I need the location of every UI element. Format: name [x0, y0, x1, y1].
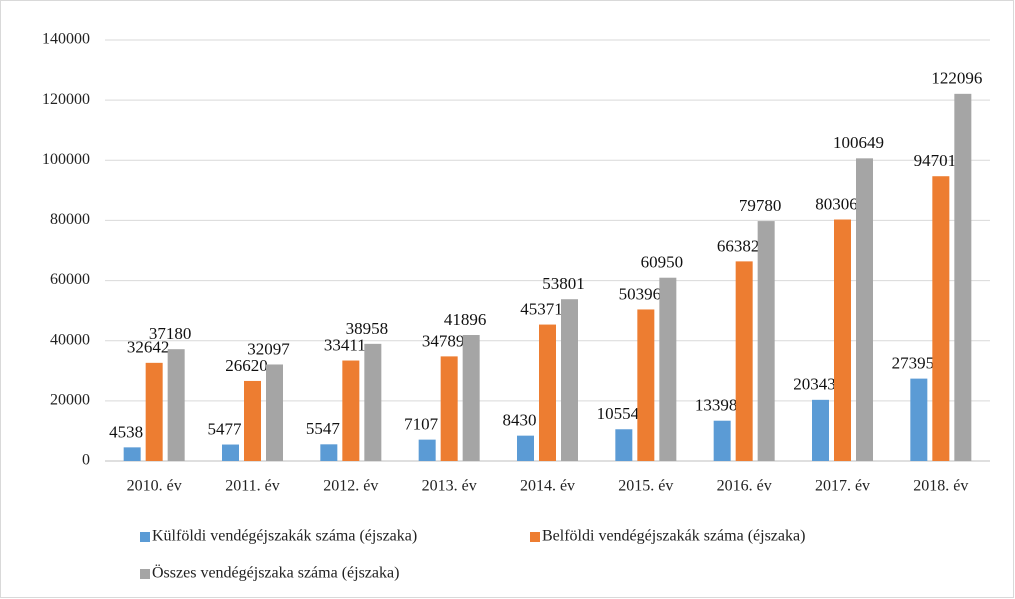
bar: [932, 176, 950, 461]
legend-swatch: [140, 569, 150, 579]
bar: [954, 93, 972, 462]
data-label: 60950: [641, 253, 684, 272]
bar: [418, 439, 436, 461]
bar: [539, 324, 556, 461]
data-label: 27395: [892, 354, 935, 373]
data-label: 26620: [225, 356, 268, 375]
data-label: 66382: [717, 236, 760, 255]
bar: [462, 335, 480, 461]
bar: [713, 420, 731, 461]
data-label: 10554: [597, 404, 640, 423]
bar: [834, 219, 851, 461]
data-label: 80306: [815, 194, 858, 213]
data-label: 94701: [914, 151, 957, 170]
bar: [320, 444, 338, 461]
data-label: 37180: [149, 324, 192, 343]
x-tick-label: 2013. év: [422, 478, 477, 495]
y-tick-label: 100000: [42, 151, 90, 168]
x-tick-label: 2015. év: [618, 478, 673, 495]
legend-label: Összes vendégéjszaka száma (éjszaka): [152, 564, 399, 582]
legend-swatch: [530, 532, 540, 542]
data-label: 122096: [931, 69, 982, 88]
data-label: 79780: [739, 196, 782, 215]
y-tick-label: 140000: [42, 31, 90, 48]
bar: [440, 356, 458, 461]
x-tick-label: 2017. év: [815, 478, 870, 495]
data-label: 34789: [422, 331, 465, 350]
data-label: 50396: [619, 284, 662, 303]
bar: [812, 399, 829, 461]
bar: [145, 362, 163, 461]
y-tick-label: 60000: [50, 271, 90, 288]
bar: [615, 429, 633, 461]
bar: [910, 378, 928, 461]
data-label: 53801: [542, 274, 585, 293]
y-tick-label: 20000: [50, 392, 90, 409]
bar: [637, 309, 655, 461]
bar: [123, 447, 141, 461]
x-tick-label: 2011. év: [225, 478, 280, 495]
x-tick-label: 2016. év: [717, 478, 772, 495]
data-label: 45371: [520, 299, 563, 318]
bar: [856, 158, 873, 461]
data-label: 41896: [444, 310, 487, 329]
y-tick-label: 120000: [42, 91, 90, 108]
data-label: 7107: [404, 415, 439, 434]
y-tick-label: 80000: [50, 211, 90, 228]
y-tick-label: 0: [82, 452, 90, 469]
data-label: 38958: [346, 319, 389, 338]
data-label: 32642: [127, 338, 170, 357]
bar: [266, 364, 283, 461]
bar: [222, 444, 239, 461]
bar: [735, 261, 753, 461]
bar: [364, 343, 382, 461]
data-label: 4538: [109, 422, 143, 441]
data-label: 5547: [306, 419, 341, 438]
data-label: 20343: [793, 375, 836, 394]
data-label: 5477: [208, 419, 243, 438]
legend-swatch: [140, 532, 150, 542]
data-label: 100649: [833, 133, 884, 152]
bar: [167, 349, 185, 461]
data-label: 32097: [247, 339, 290, 358]
legend-label: Külföldi vendégéjszakák száma (éjszaka): [152, 528, 417, 545]
bar: [517, 435, 534, 461]
x-tick-label: 2018. év: [913, 478, 968, 495]
bar: [342, 360, 360, 461]
bar: [561, 299, 578, 461]
bar: [244, 380, 261, 461]
x-tick-label: 2012. év: [323, 478, 378, 495]
bar: [757, 221, 775, 461]
x-tick-label: 2010. év: [127, 478, 182, 495]
bar: [659, 277, 677, 461]
x-tick-label: 2014. év: [520, 478, 575, 495]
legend-label: Belföldi vendégéjszakák száma (éjszaka): [542, 528, 805, 545]
data-label: 33411: [324, 335, 366, 354]
y-tick-label: 40000: [50, 331, 90, 348]
data-label: 8430: [503, 411, 537, 430]
data-label: 13398: [695, 396, 738, 415]
